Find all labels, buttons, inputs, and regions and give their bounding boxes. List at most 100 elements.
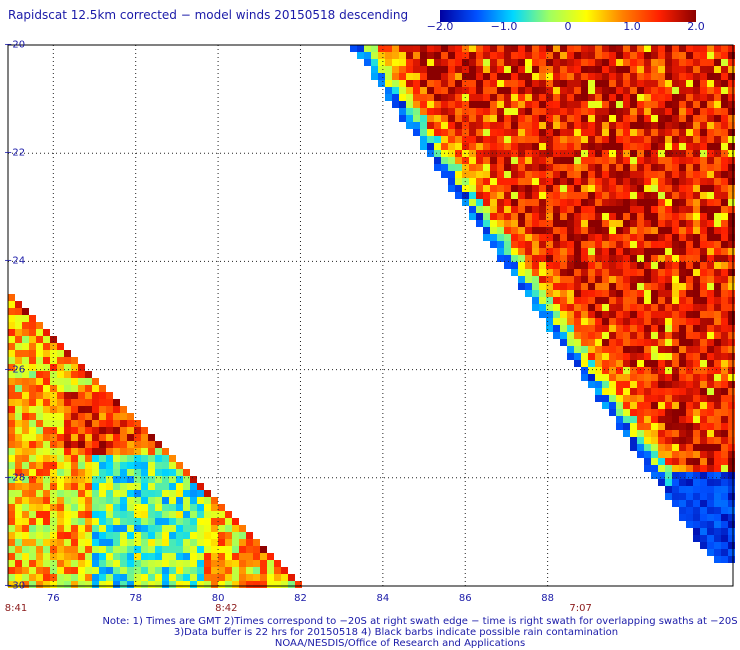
wind-cell (518, 227, 525, 234)
wind-cell (574, 325, 581, 332)
wind-cell (686, 388, 693, 395)
wind-cell (623, 129, 630, 136)
wind-cell (420, 87, 427, 94)
wind-cell (8, 574, 15, 581)
wind-cell (371, 52, 378, 59)
wind-cell (728, 437, 735, 444)
wind-cell (588, 325, 595, 332)
wind-cell (623, 227, 630, 234)
wind-cell (8, 392, 15, 399)
wind-cell (434, 59, 441, 66)
wind-cell (644, 87, 651, 94)
wind-cell (574, 66, 581, 73)
wind-cell (71, 581, 78, 588)
wind-cell (623, 59, 630, 66)
wind-cell (134, 581, 141, 588)
wind-cell (560, 185, 567, 192)
wind-cell (532, 150, 539, 157)
wind-cell (581, 157, 588, 164)
wind-cell (455, 66, 462, 73)
wind-cell (434, 87, 441, 94)
wind-cell (169, 455, 176, 462)
wind-cell (532, 304, 539, 311)
wind-cell (721, 290, 728, 297)
wind-cell (113, 469, 120, 476)
wind-cell (546, 206, 553, 213)
wind-cell (707, 353, 714, 360)
wind-cell (441, 80, 448, 87)
wind-cell (693, 227, 700, 234)
wind-cell (469, 94, 476, 101)
wind-cell (560, 283, 567, 290)
wind-cell (728, 339, 735, 346)
wind-cell (665, 339, 672, 346)
wind-cell (64, 434, 71, 441)
wind-cell (525, 164, 532, 171)
wind-cell (427, 66, 434, 73)
wind-cell (665, 129, 672, 136)
wind-cell (511, 73, 518, 80)
wind-cell (623, 374, 630, 381)
wind-cell (630, 276, 637, 283)
wind-cell (8, 399, 15, 406)
wind-cell (36, 441, 43, 448)
wind-cell (574, 255, 581, 262)
wind-cell (700, 374, 707, 381)
wind-cell (127, 455, 134, 462)
wind-cell (637, 136, 644, 143)
wind-cell (665, 395, 672, 402)
wind-cell (693, 374, 700, 381)
wind-cell (162, 469, 169, 476)
wind-cell (630, 157, 637, 164)
wind-cell (497, 213, 504, 220)
wind-cell (707, 66, 714, 73)
wind-cell (728, 549, 735, 556)
wind-cell (665, 73, 672, 80)
wind-cell (155, 504, 162, 511)
wind-cell (64, 546, 71, 553)
wind-cell (155, 581, 162, 588)
wind-cell (686, 80, 693, 87)
wind-cell (106, 525, 113, 532)
wind-cell (672, 206, 679, 213)
wind-cell (714, 325, 721, 332)
wind-cell (567, 185, 574, 192)
wind-cell (574, 262, 581, 269)
wind-cell (518, 185, 525, 192)
wind-cell (71, 448, 78, 455)
wind-cell (532, 115, 539, 122)
wind-cell (85, 497, 92, 504)
map-grid (7, 44, 734, 587)
wind-cell (483, 136, 490, 143)
wind-cell (672, 248, 679, 255)
wind-cell (546, 276, 553, 283)
wind-cell (714, 157, 721, 164)
wind-cell (665, 185, 672, 192)
wind-cell (630, 241, 637, 248)
wind-cell (574, 248, 581, 255)
wind-cell (29, 553, 36, 560)
wind-cell (134, 553, 141, 560)
wind-cell (609, 332, 616, 339)
wind-cell (441, 101, 448, 108)
wind-cell (581, 241, 588, 248)
wind-cell (78, 448, 85, 455)
wind-cell (99, 448, 106, 455)
wind-cell (700, 241, 707, 248)
wind-cell (99, 483, 106, 490)
wind-cell (728, 185, 735, 192)
wind-cell (525, 101, 532, 108)
wind-cell (420, 108, 427, 115)
wind-cell (497, 115, 504, 122)
wind-cell (651, 192, 658, 199)
wind-cell (679, 500, 686, 507)
wind-cell (85, 371, 92, 378)
wind-cell (204, 518, 211, 525)
wind-cell (637, 45, 644, 52)
wind-cell (64, 427, 71, 434)
wind-cell (50, 483, 57, 490)
wind-cell (546, 101, 553, 108)
wind-cell (714, 374, 721, 381)
wind-cell (560, 227, 567, 234)
wind-cell (630, 262, 637, 269)
